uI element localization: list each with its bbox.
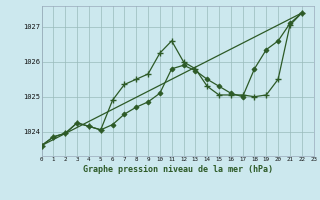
X-axis label: Graphe pression niveau de la mer (hPa): Graphe pression niveau de la mer (hPa): [83, 165, 273, 174]
